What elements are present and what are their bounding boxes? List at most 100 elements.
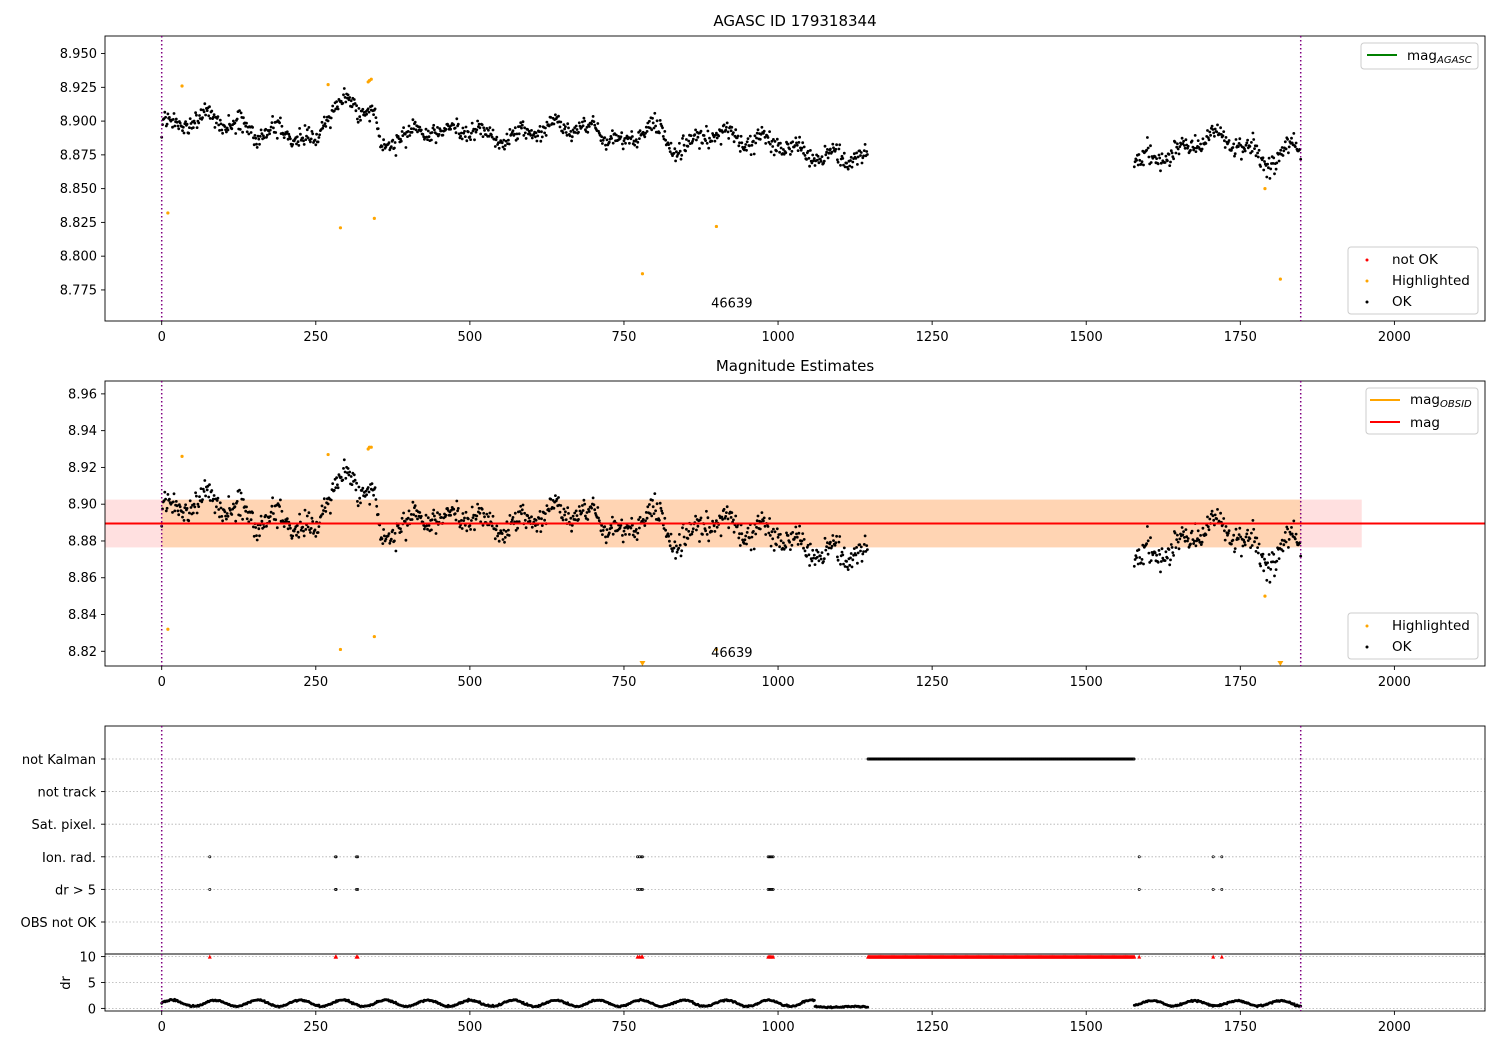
p1-ok-point <box>1213 127 1217 131</box>
p2-ok-point <box>1280 538 1284 542</box>
p2-ok-point <box>1256 551 1260 555</box>
p1-ok-point <box>247 132 251 136</box>
p1-ok-point <box>689 134 693 138</box>
p1-ok-point <box>614 133 618 137</box>
p2-ok-point <box>666 532 670 536</box>
p1-ok-point <box>505 132 509 136</box>
p2-ok-point <box>353 478 357 482</box>
p1-ok-point <box>1280 146 1284 149</box>
p2-ok-point <box>790 543 794 547</box>
p1-ok-point <box>566 122 570 126</box>
p1-ok-point <box>803 154 807 157</box>
p2-ok-point <box>321 512 325 516</box>
p2-ok-point <box>678 543 682 547</box>
p2-ok-point <box>1249 546 1252 549</box>
p2-ok-point <box>1164 550 1168 554</box>
p1-ok-point <box>1267 156 1271 160</box>
p1-ok-point <box>454 131 458 135</box>
p2-ok-point <box>1136 562 1140 566</box>
p2-ok-point <box>1290 532 1294 536</box>
p1-ok-point <box>208 117 212 120</box>
p2-ok-point <box>604 541 608 545</box>
p1-ok-point <box>1281 154 1285 157</box>
p1-ok-point <box>669 141 673 145</box>
p1-ok-point <box>581 120 584 124</box>
p1-ok-point <box>744 143 748 146</box>
p2-ok-point <box>252 525 255 529</box>
p1-highlighted-point <box>640 272 645 276</box>
p2-ok-point <box>432 508 436 512</box>
p2-ok-point <box>633 535 637 539</box>
p2-ok-point <box>641 518 645 521</box>
p1-ok-point <box>563 127 566 131</box>
p2-ok-point <box>513 511 517 515</box>
p1-ok-point <box>1157 153 1161 157</box>
p1-ok-point <box>1173 140 1177 144</box>
p1-ok-point <box>228 124 232 127</box>
p2-ok-point <box>768 517 771 520</box>
p2-ok-point <box>650 514 654 518</box>
p1-ok-point <box>440 129 443 133</box>
p2-ok-point <box>826 552 830 556</box>
p2-ok-point <box>349 475 353 478</box>
p2-ok-point <box>772 527 775 531</box>
p2-ok-point <box>863 534 867 538</box>
p1-ok-point <box>336 105 339 109</box>
p1-ok-point <box>737 144 741 148</box>
p2-ok-point <box>1284 540 1288 544</box>
p2-ok-point <box>826 541 829 545</box>
p1-ok-point <box>1286 137 1289 141</box>
p1-ok-point <box>470 121 474 125</box>
p1-ok-point <box>1232 142 1236 146</box>
p2-y-tick-label: 8.88 <box>68 534 97 549</box>
p2-ok-point <box>586 518 590 521</box>
p2-ok-point <box>535 529 539 533</box>
p2-ok-point <box>1269 567 1273 571</box>
p2-ok-point <box>719 534 723 538</box>
p1-ok-point <box>424 127 428 131</box>
p1-ok-point <box>1227 139 1231 142</box>
p1-ok-point <box>349 99 353 103</box>
p1-ok-point <box>713 139 717 143</box>
p2-ok-point <box>789 548 792 551</box>
p1-ok-point <box>387 141 391 145</box>
p2-ok-point <box>346 467 350 470</box>
p2-ok-point <box>659 506 663 510</box>
p1-ok-point <box>762 129 766 133</box>
p2-ok-point <box>675 544 678 548</box>
p1-ok-point <box>524 137 528 140</box>
p2-ok-point <box>802 538 806 541</box>
p1-ok-point <box>848 164 852 168</box>
p1-ok-point <box>465 139 469 143</box>
ion-rad-mark <box>639 855 643 859</box>
p2-ok-point <box>843 565 847 568</box>
p2-ok-point <box>574 518 577 522</box>
p2-ok-point <box>1223 529 1226 533</box>
p1-ok-point <box>473 138 476 142</box>
p2-ok-point <box>291 534 295 538</box>
p2-ok-point <box>726 517 730 521</box>
p2-x-tick-label: 250 <box>303 675 328 690</box>
p2-ok-point <box>239 491 243 495</box>
p2-ok-point <box>1233 547 1237 550</box>
p1-ok-point <box>192 119 196 123</box>
p2-ok-point <box>791 531 795 534</box>
p1-ok-point <box>1169 160 1172 164</box>
p2-ok-point <box>621 534 624 537</box>
p2-ok-point <box>605 528 609 531</box>
p1-ok-point <box>825 150 828 154</box>
p1-ok-point <box>220 128 224 132</box>
p1-ok-point <box>1262 168 1266 172</box>
p1-ok-point <box>197 121 201 125</box>
p1-ok-point <box>658 119 662 122</box>
p1-ok-point <box>638 137 641 141</box>
p1-ok-point <box>619 135 623 139</box>
p1-ok-point <box>232 119 235 123</box>
p2-x-tick-label: 1500 <box>1070 675 1103 690</box>
p2-ok-point <box>1181 533 1185 537</box>
p1-ok-point <box>235 117 239 121</box>
ion-rad-mark <box>1137 855 1141 859</box>
p1-ok-point <box>1246 138 1249 142</box>
p1-ok-point <box>464 125 468 129</box>
p1-ok-point <box>350 105 354 109</box>
